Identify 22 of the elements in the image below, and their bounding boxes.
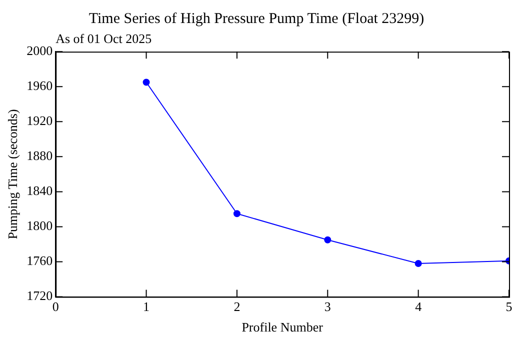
y-tick-label: 1880 xyxy=(26,148,53,164)
x-tick-label: 1 xyxy=(143,299,150,314)
x-tick-label: 5 xyxy=(506,299,512,314)
chart-title: Time Series of High Pressure Pump Time (Float 23299) xyxy=(88,10,424,27)
y-tick-label: 1840 xyxy=(26,183,53,198)
y-axis-title: Pumping Time (seconds) xyxy=(5,109,20,240)
y-tick-label: 1800 xyxy=(26,218,53,234)
chart-subtitle: As of 01 Oct 2025 xyxy=(56,31,152,46)
point xyxy=(142,78,150,86)
point xyxy=(414,260,422,268)
x-tick-label: 0 xyxy=(52,299,59,314)
y-tick-label: 2000 xyxy=(26,43,53,58)
x-tick-label: 4 xyxy=(415,299,422,314)
y-tick-label: 1760 xyxy=(26,253,53,268)
point xyxy=(233,210,240,218)
x-tick-label: 3 xyxy=(324,299,331,314)
point xyxy=(324,236,332,244)
y-tick-label: 1720 xyxy=(26,288,53,304)
y-tick-label: 1920 xyxy=(26,113,53,128)
y-tick-label: 1960 xyxy=(26,78,53,94)
x-axis-title: Profile Number xyxy=(242,320,324,335)
x-tick-label: 2 xyxy=(234,299,240,314)
